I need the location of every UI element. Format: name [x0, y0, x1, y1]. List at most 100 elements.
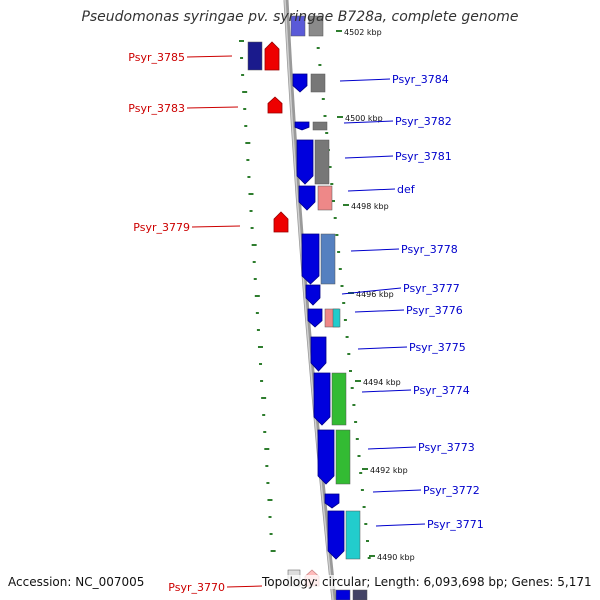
tick-mark: [251, 244, 257, 246]
genome-backbone: [283, 0, 337, 600]
gene-label-reverse: Psyr_3770: [168, 581, 225, 594]
gene-arrow-forward: [301, 233, 320, 285]
leader-line: [357, 346, 408, 350]
tick-mark: [256, 329, 260, 331]
leader-line: [186, 55, 233, 58]
tick-mark: [257, 346, 263, 348]
cds-feature: [247, 41, 263, 71]
gene-label-forward: Psyr_3784: [392, 73, 449, 86]
accession-text: Accession: NC_007005: [8, 575, 145, 589]
tick-mark: [340, 285, 344, 287]
cds-feature: [332, 308, 341, 328]
major-tick: [355, 380, 361, 382]
gene-label-forward: Psyr_3781: [395, 150, 452, 163]
tick-mark: [362, 506, 366, 508]
major-tick: [369, 555, 375, 557]
leader-line: [367, 446, 417, 450]
cds-feature: [317, 185, 333, 211]
tick-mark: [357, 455, 361, 457]
scale-label: 4498 kbp: [351, 202, 389, 211]
cds-feature: [345, 510, 361, 560]
tick-mark: [338, 268, 342, 270]
tick-mark: [261, 397, 267, 399]
leader-line: [186, 106, 239, 109]
tick-mark: [359, 472, 363, 474]
label-leader-lines: [186, 55, 426, 588]
gene-label-forward: Psyr_3772: [423, 484, 480, 497]
gene-label-forward: Psyr_3776: [406, 304, 463, 317]
scale-label: 4500 kbp: [345, 114, 383, 123]
leader-line: [343, 120, 394, 124]
tick-mark: [330, 183, 334, 185]
tick-mark: [241, 74, 245, 76]
tick-mark: [352, 404, 356, 406]
tick-mark: [321, 98, 325, 100]
cds-feature: [310, 73, 326, 93]
tick-mark: [255, 312, 259, 314]
tick-mark: [337, 251, 341, 253]
gene-label-forward: Psyr_3771: [427, 518, 484, 531]
tick-mark: [270, 550, 276, 552]
tick-mark: [360, 489, 364, 491]
tick-mark: [242, 91, 248, 93]
tick-mark: [269, 533, 273, 535]
gene-arrow-forward: [310, 336, 327, 372]
scale-label: 4490 kbp: [377, 553, 415, 562]
scale-label: 4494 kbp: [363, 378, 401, 387]
map-title: Pseudomonas syringae pv. syringae B728a,…: [81, 9, 519, 25]
gene-arrow-forward: [294, 121, 310, 131]
leader-line: [375, 523, 426, 527]
tick-mark: [248, 193, 254, 195]
tick-mark: [354, 421, 358, 423]
cds-feature: [352, 589, 368, 600]
tick-mark: [263, 431, 267, 433]
tick-mark: [245, 142, 251, 144]
tick-mark: [247, 176, 251, 178]
gene-label-forward: Psyr_3777: [403, 282, 460, 295]
tick-mark: [325, 132, 329, 134]
major-tick: [343, 204, 349, 206]
cds-feature: [312, 121, 328, 131]
gene-label-forward: Psyr_3773: [418, 441, 475, 454]
tick-mark: [239, 40, 244, 42]
tick-mark: [264, 448, 270, 450]
gene-label-reverse: Psyr_3779: [133, 221, 190, 234]
major-tick: [336, 30, 342, 32]
tick-mark: [265, 465, 269, 467]
tick-mark: [318, 64, 322, 66]
gene-arrow-forward: [292, 73, 308, 93]
gene-arrow-forward: [335, 589, 351, 600]
leader-line: [191, 225, 241, 228]
gene-arrow-forward: [296, 139, 314, 185]
tick-mark: [349, 370, 352, 372]
tick-mark: [252, 261, 256, 263]
gene-label-reverse: Psyr_3783: [128, 102, 185, 115]
scale-label: 4502 kbp: [344, 28, 382, 37]
tick-mark: [260, 380, 264, 382]
gene-arrow-forward: [290, 15, 306, 37]
gene-label-forward: def: [397, 183, 416, 196]
tick-mark: [266, 482, 270, 484]
tick-mark: [350, 387, 354, 389]
tick-mark: [250, 227, 254, 229]
cds-feature: [314, 139, 330, 185]
cds-feature: [320, 233, 336, 285]
gene-arrow-reverse: [264, 41, 280, 71]
gene-label-reverse: Psyr_3785: [128, 51, 185, 64]
gene-arrow-reverse: [273, 211, 289, 233]
tick-mark: [332, 200, 335, 202]
gene-arrow-forward: [317, 429, 335, 485]
major-tick: [337, 116, 343, 118]
tick-mark: [244, 125, 248, 127]
cds-feature: [308, 15, 324, 37]
tick-mark: [345, 336, 349, 338]
leader-line: [354, 309, 405, 313]
tick-mark: [259, 363, 263, 365]
gene-arrow-forward: [307, 308, 323, 328]
tick-mark: [335, 234, 339, 236]
major-tick: [362, 468, 368, 470]
topology-text: Topology: circular; Length: 6,093,698 bp…: [262, 575, 592, 589]
gene-label-forward: Psyr_3782: [395, 115, 452, 128]
leader-line: [226, 585, 263, 588]
gene-labels: Psyr_3785 Psyr_3783 Psyr_3779 Psyr_3770 Psyr…: [128, 51, 483, 594]
